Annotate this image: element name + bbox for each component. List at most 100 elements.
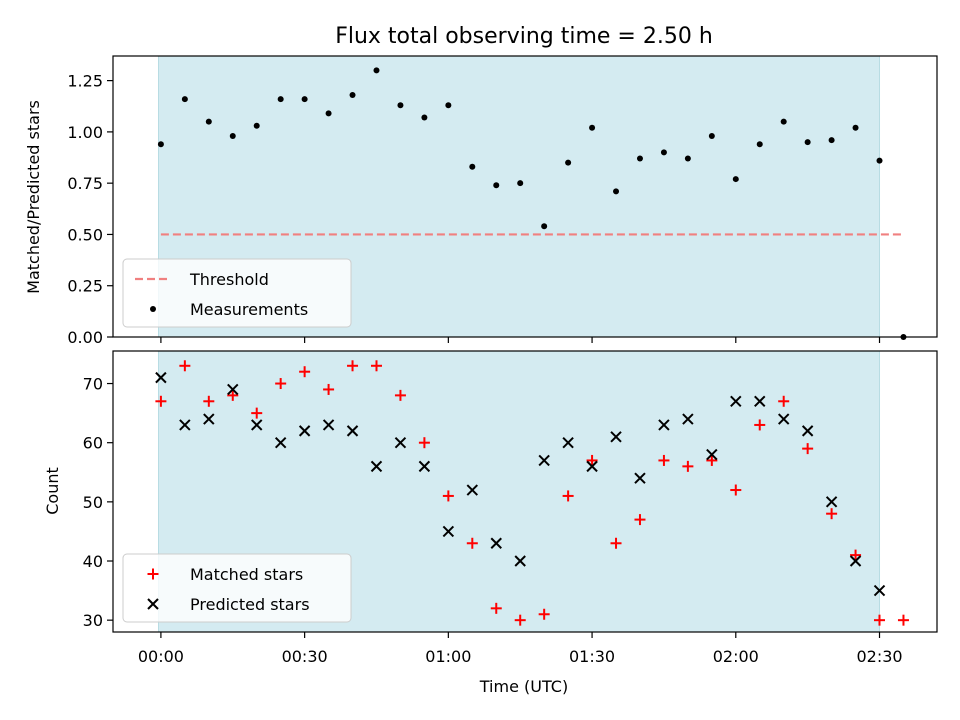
measurement-point	[157, 141, 164, 148]
matched-stars-point	[514, 614, 526, 626]
x-tick-label: 02:00	[713, 647, 759, 666]
measurement-point	[181, 96, 188, 103]
matched-stars-point	[778, 395, 790, 407]
measurement-point	[397, 102, 404, 109]
predicted-stars-point	[322, 419, 335, 431]
x-b	[538, 454, 550, 467]
measurement-point	[828, 137, 835, 144]
x-b	[801, 425, 814, 437]
x-b	[586, 460, 598, 473]
predicted-stars-point	[394, 436, 407, 449]
x-b	[418, 460, 431, 473]
x-b	[466, 484, 479, 496]
measurement-point	[349, 91, 356, 98]
matched-stars-point	[610, 537, 622, 549]
x-b	[514, 555, 526, 567]
measurement-point	[876, 157, 883, 164]
x-b	[634, 472, 646, 484]
measurement-point	[852, 124, 859, 131]
time-x-axis-label: Time (UTC)	[479, 677, 568, 696]
predicted-stars-point	[849, 555, 862, 567]
legend-x-swatch	[147, 598, 159, 610]
x-b	[251, 419, 263, 431]
count-panel: 30 40 50 60 70 00:00 00:30 01:00 01:30 02:00 02:30…	[83, 350, 938, 666]
measurement-point	[636, 155, 643, 162]
predicted-stars-point	[777, 413, 790, 425]
axes-frame	[112, 55, 938, 338]
x-b	[777, 413, 790, 425]
y-tick-label: 0.75	[67, 174, 103, 193]
measurement-point	[421, 114, 428, 121]
x-b	[706, 448, 718, 461]
x-b	[298, 425, 311, 437]
measurement-point	[229, 132, 236, 139]
x-b	[394, 436, 407, 449]
x-tick-label: 00:00	[138, 647, 184, 666]
measurement-point	[373, 67, 380, 74]
matched-stars-point	[394, 389, 406, 401]
measurement-point	[277, 96, 284, 103]
legend-box	[122, 258, 352, 328]
x-b	[658, 419, 670, 431]
predicted-stars-point	[346, 425, 359, 437]
y-tick-label: 0.00	[67, 328, 103, 347]
y-tick-label: 0.50	[67, 225, 103, 244]
x-b	[610, 431, 622, 443]
matched-stars-point	[155, 395, 167, 407]
predicted-stars-point	[682, 413, 694, 425]
x-b	[825, 496, 838, 508]
y-tick-label: 0.25	[67, 277, 103, 296]
legend-label: Measurements	[190, 300, 308, 319]
measurement-point	[684, 155, 691, 162]
ratio-panel: 0.00 0.25 0.50 0.75 1.00 1.25 Threshold Measure…	[67, 55, 938, 347]
x-tick-label: 02:30	[856, 647, 902, 666]
measurement-point	[517, 180, 524, 187]
y-tick-label: 40	[83, 552, 103, 571]
x-b	[274, 436, 287, 449]
predicted-stars-point	[562, 436, 574, 449]
measurement-point	[325, 110, 332, 117]
y-tick-label: 70	[83, 375, 103, 394]
predicted-stars-point	[442, 525, 455, 538]
y-tick-label: 60	[83, 434, 103, 453]
predicted-stars-point	[754, 395, 766, 407]
predicted-stars-point	[706, 448, 718, 461]
matched-stars-point	[418, 437, 430, 449]
predicted-stars-point	[155, 371, 167, 384]
matched-stars-point	[442, 490, 454, 502]
predicted-stars-point	[274, 436, 287, 449]
measurement-point	[565, 159, 572, 166]
x-b	[203, 413, 215, 425]
measurement-point	[469, 163, 476, 170]
matched-stars-point	[562, 490, 574, 502]
legend-label: Threshold	[189, 270, 269, 289]
legend: Matched stars Predicted stars	[122, 553, 352, 623]
matched-stars-point	[370, 360, 382, 372]
x-b	[346, 425, 359, 437]
predicted-stars-point	[490, 537, 502, 549]
predicted-stars-point	[586, 460, 598, 473]
matched-stars-point	[874, 614, 886, 626]
predicted-stars-point	[203, 413, 215, 425]
x-b	[730, 395, 742, 407]
predicted-stars-point	[298, 425, 311, 437]
chart-title: Flux total observing time = 2.50 h	[335, 24, 713, 49]
measurement-point	[660, 149, 667, 156]
matched-stars-point	[802, 443, 814, 455]
measurement-point	[253, 122, 260, 129]
y-tick-label: 1.25	[67, 72, 103, 91]
predicted-stars-point	[514, 555, 526, 567]
predicted-stars-point	[418, 460, 431, 473]
x-tick-label: 01:00	[425, 647, 471, 666]
measurement-point	[780, 118, 787, 125]
matched-stars-point	[706, 454, 718, 466]
measurement-point	[541, 223, 548, 230]
measurement-point	[205, 118, 212, 125]
measurement-point	[708, 132, 715, 139]
matched-stars-point	[347, 360, 359, 372]
matched-stars-point	[490, 602, 502, 614]
matched-stars-point	[826, 508, 838, 520]
x-b	[562, 436, 574, 449]
x-b	[155, 371, 167, 384]
